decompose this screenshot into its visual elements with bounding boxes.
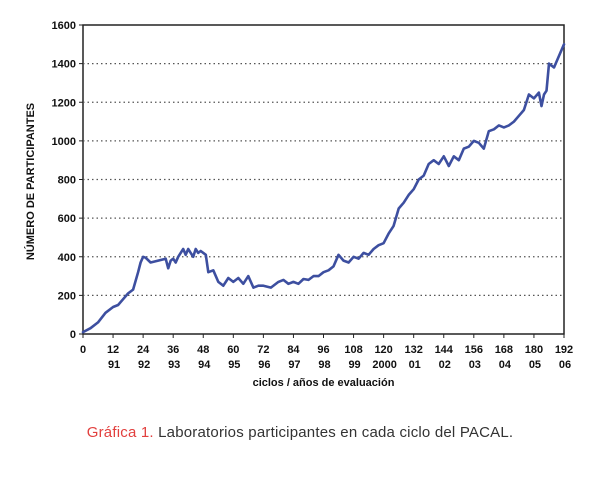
year-label: 04	[499, 359, 512, 371]
year-label: 99	[348, 359, 360, 371]
x-tick-label: 180	[525, 344, 543, 356]
year-label: 92	[138, 359, 150, 371]
year-label: 97	[288, 359, 300, 371]
y-tick-label: 400	[58, 252, 76, 264]
x-axis-year-labels: 91 92 93 94 95 96 97 98 99 2000 01 02 03 04 05 06	[108, 359, 571, 371]
x-tick-label: 24	[137, 344, 150, 356]
y-tick-label: 1600	[52, 20, 76, 32]
x-tick-label: 12	[107, 344, 119, 356]
x-tick-label: 168	[495, 344, 513, 356]
x-tick-label: 36	[167, 344, 179, 356]
caption-text: Laboratorios participantes en cada ciclo…	[158, 424, 514, 441]
year-label: 02	[439, 359, 451, 371]
year-label: 95	[228, 359, 240, 371]
x-tick-label: 0	[80, 344, 86, 356]
series-line	[81, 43, 566, 334]
x-tick-label: 192	[555, 344, 573, 356]
x-tick-label: 96	[317, 344, 329, 356]
x-tick-label: 156	[465, 344, 483, 356]
x-tick-label: 120	[374, 344, 392, 356]
y-tick-label: 1000	[52, 136, 76, 148]
line-chart: 0 200 400 600 800 1000 1200 1400 1600 0 12 24 36 48 6…	[24, 20, 573, 389]
year-label: 98	[318, 359, 330, 371]
x-tick-label: 72	[257, 344, 269, 356]
year-label: 01	[409, 359, 421, 371]
figure-caption: Gráfica 1. Laboratorios participantes en…	[0, 424, 600, 441]
y-tick-label: 800	[58, 175, 76, 187]
y-tick-label: 1200	[52, 97, 76, 109]
y-tick-label: 0	[70, 329, 76, 341]
year-label: 96	[258, 359, 270, 371]
x-tick-label: 48	[197, 344, 209, 356]
y-axis-ticks: 0 200 400 600 800 1000 1200 1400 1600	[52, 20, 83, 341]
grid-lines	[83, 63, 564, 296]
year-label: 05	[529, 359, 541, 371]
x-tick-label: 84	[287, 344, 300, 356]
year-label: 91	[108, 359, 120, 371]
x-tick-label: 132	[405, 344, 423, 356]
y-tick-label: 1400	[52, 59, 76, 71]
y-axis-title: NÚMERO DE PARTICIPANTES	[24, 103, 37, 260]
caption-label: Gráfica 1.	[86, 424, 154, 441]
year-label: 06	[559, 359, 571, 371]
year-label: 93	[168, 359, 180, 371]
x-tick-label: 60	[227, 344, 239, 356]
year-label: 2000	[372, 359, 396, 371]
x-axis-ticks: 0 12 24 36 48 60 72 84 96 108 120 132 144 156 168 180 19…	[80, 334, 573, 356]
x-tick-label: 108	[344, 344, 362, 356]
y-tick-label: 200	[58, 290, 76, 302]
y-tick-label: 600	[58, 213, 76, 225]
x-axis-title: ciclos / años de evaluación	[253, 377, 395, 389]
x-tick-label: 144	[435, 344, 454, 356]
year-label: 03	[469, 359, 481, 371]
year-label: 94	[198, 359, 211, 371]
